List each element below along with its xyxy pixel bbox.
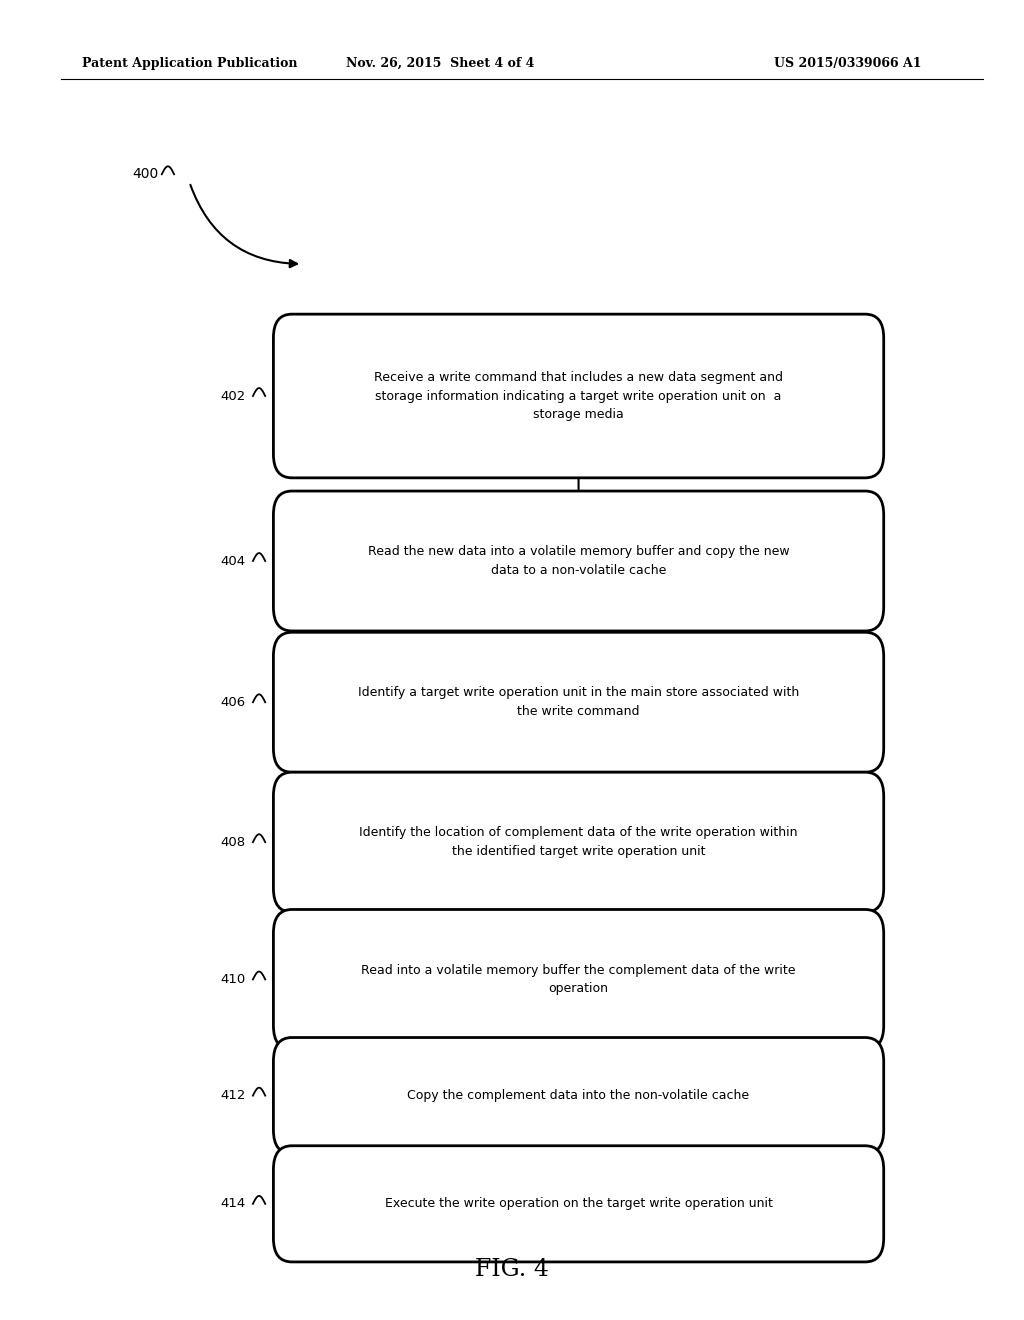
Text: 408: 408 — [220, 836, 246, 849]
Text: Receive a write command that includes a new data segment and
storage information: Receive a write command that includes a … — [374, 371, 783, 421]
Text: 410: 410 — [220, 973, 246, 986]
Text: Read the new data into a volatile memory buffer and copy the new
data to a non-v: Read the new data into a volatile memory… — [368, 545, 790, 577]
Text: Read into a volatile memory buffer the complement data of the write
operation: Read into a volatile memory buffer the c… — [361, 964, 796, 995]
Text: Execute the write operation on the target write operation unit: Execute the write operation on the targe… — [385, 1197, 772, 1210]
Text: 406: 406 — [220, 696, 246, 709]
Text: 404: 404 — [220, 554, 246, 568]
FancyBboxPatch shape — [273, 1146, 884, 1262]
Text: Copy the complement data into the non-volatile cache: Copy the complement data into the non-vo… — [408, 1089, 750, 1102]
Text: Nov. 26, 2015  Sheet 4 of 4: Nov. 26, 2015 Sheet 4 of 4 — [346, 57, 535, 70]
Text: FIG. 4: FIG. 4 — [475, 1258, 549, 1282]
Text: 414: 414 — [220, 1197, 246, 1210]
Text: Identify the location of complement data of the write operation within
the ident: Identify the location of complement data… — [359, 826, 798, 858]
FancyBboxPatch shape — [273, 909, 884, 1049]
FancyBboxPatch shape — [273, 772, 884, 912]
Text: Patent Application Publication: Patent Application Publication — [82, 57, 297, 70]
Text: 402: 402 — [220, 389, 246, 403]
FancyBboxPatch shape — [273, 314, 884, 478]
FancyBboxPatch shape — [273, 491, 884, 631]
FancyBboxPatch shape — [273, 632, 884, 772]
Text: US 2015/0339066 A1: US 2015/0339066 A1 — [774, 57, 922, 70]
FancyBboxPatch shape — [273, 1038, 884, 1154]
Text: 412: 412 — [220, 1089, 246, 1102]
Text: Identify a target write operation unit in the main store associated with
the wri: Identify a target write operation unit i… — [358, 686, 799, 718]
Text: 400: 400 — [132, 168, 159, 181]
